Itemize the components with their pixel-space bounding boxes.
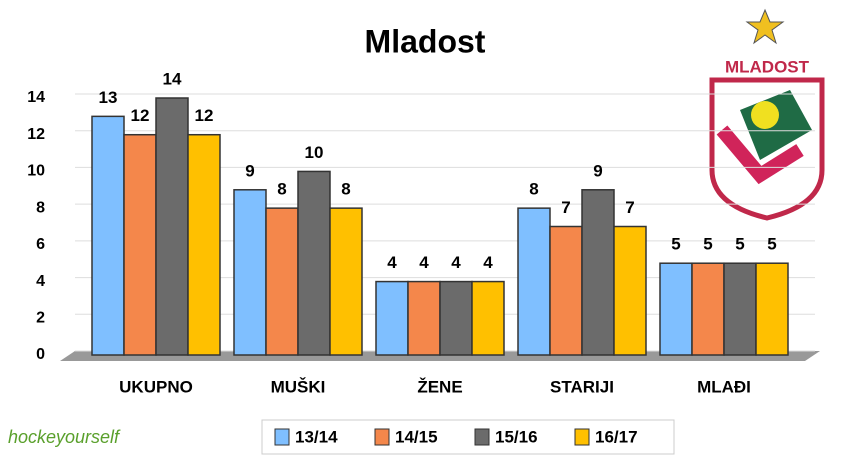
bar: [691, 262, 725, 356]
data-label: 4: [419, 253, 429, 272]
bar: [297, 170, 331, 356]
legend-swatch: [474, 428, 490, 446]
bar: [265, 207, 299, 356]
logo: MLADOST: [709, 8, 825, 221]
legend-label: 15/16: [495, 427, 538, 446]
bar: [723, 262, 757, 356]
data-label: 10: [305, 143, 324, 162]
bar: [329, 207, 363, 356]
data-label: 8: [529, 180, 538, 199]
bar: [549, 225, 583, 356]
data-label: 5: [703, 235, 712, 254]
data-label: 5: [671, 235, 680, 254]
legend: 13/14 14/15 15/16 16/17: [261, 419, 675, 455]
bar: [581, 189, 615, 356]
bar: [375, 280, 409, 356]
data-label: 9: [245, 161, 254, 180]
y-tick-label: 12: [27, 126, 45, 143]
bar: [755, 262, 789, 356]
logo-text: MLADOST: [725, 57, 810, 76]
x-tick-label: ŽENE: [417, 377, 462, 396]
bar: [659, 262, 693, 356]
bar: [613, 225, 647, 356]
bar: [407, 280, 441, 356]
legend-swatch: [274, 428, 290, 446]
data-label: 12: [131, 106, 150, 125]
data-label: 4: [483, 253, 493, 272]
y-tick-label: 10: [27, 163, 45, 180]
data-label: 4: [387, 253, 397, 272]
data-label: 8: [341, 180, 350, 199]
y-tick-label: 6: [36, 236, 45, 253]
y-tick-label: 4: [36, 273, 45, 290]
y-tick-label: 14: [27, 89, 45, 106]
bar: [471, 280, 505, 356]
data-label: 9: [593, 161, 602, 180]
x-tick-label: MUŠKI: [271, 377, 326, 396]
bar: [233, 189, 267, 356]
data-label: 7: [561, 198, 570, 217]
legend-label: 13/14: [295, 427, 338, 446]
legend-frame: [261, 419, 675, 455]
y-tick-label: 8: [36, 199, 45, 216]
data-label: 5: [735, 235, 744, 254]
logo-star: [745, 8, 785, 45]
watermark: hockeyourself: [8, 427, 121, 447]
legend-label: 14/15: [395, 427, 438, 446]
bar: [91, 115, 125, 356]
data-label: 4: [451, 253, 461, 272]
data-label: 14: [163, 69, 182, 88]
data-label: 5: [767, 235, 776, 254]
legend-swatch: [374, 428, 390, 446]
bar: [187, 133, 221, 356]
bar: [123, 133, 157, 356]
data-label: 12: [195, 106, 214, 125]
x-tick-label: UKUPNO: [119, 377, 193, 396]
bar: [439, 280, 473, 356]
logo-stick: [716, 125, 804, 185]
legend-swatch: [574, 428, 590, 446]
bar: [517, 207, 551, 356]
data-label: 13: [99, 88, 118, 107]
y-tick-label: 0: [36, 346, 45, 363]
data-label: 8: [277, 180, 286, 199]
x-tick-label: STARIJI: [550, 377, 614, 396]
x-tick-label: MLAĐI: [697, 377, 751, 396]
bar: [155, 97, 189, 356]
data-label: 7: [625, 198, 634, 217]
chart-title: Mladost: [365, 23, 486, 59]
logo-ball: [751, 101, 779, 129]
legend-label: 16/17: [595, 427, 638, 446]
y-tick-label: 2: [36, 310, 45, 327]
